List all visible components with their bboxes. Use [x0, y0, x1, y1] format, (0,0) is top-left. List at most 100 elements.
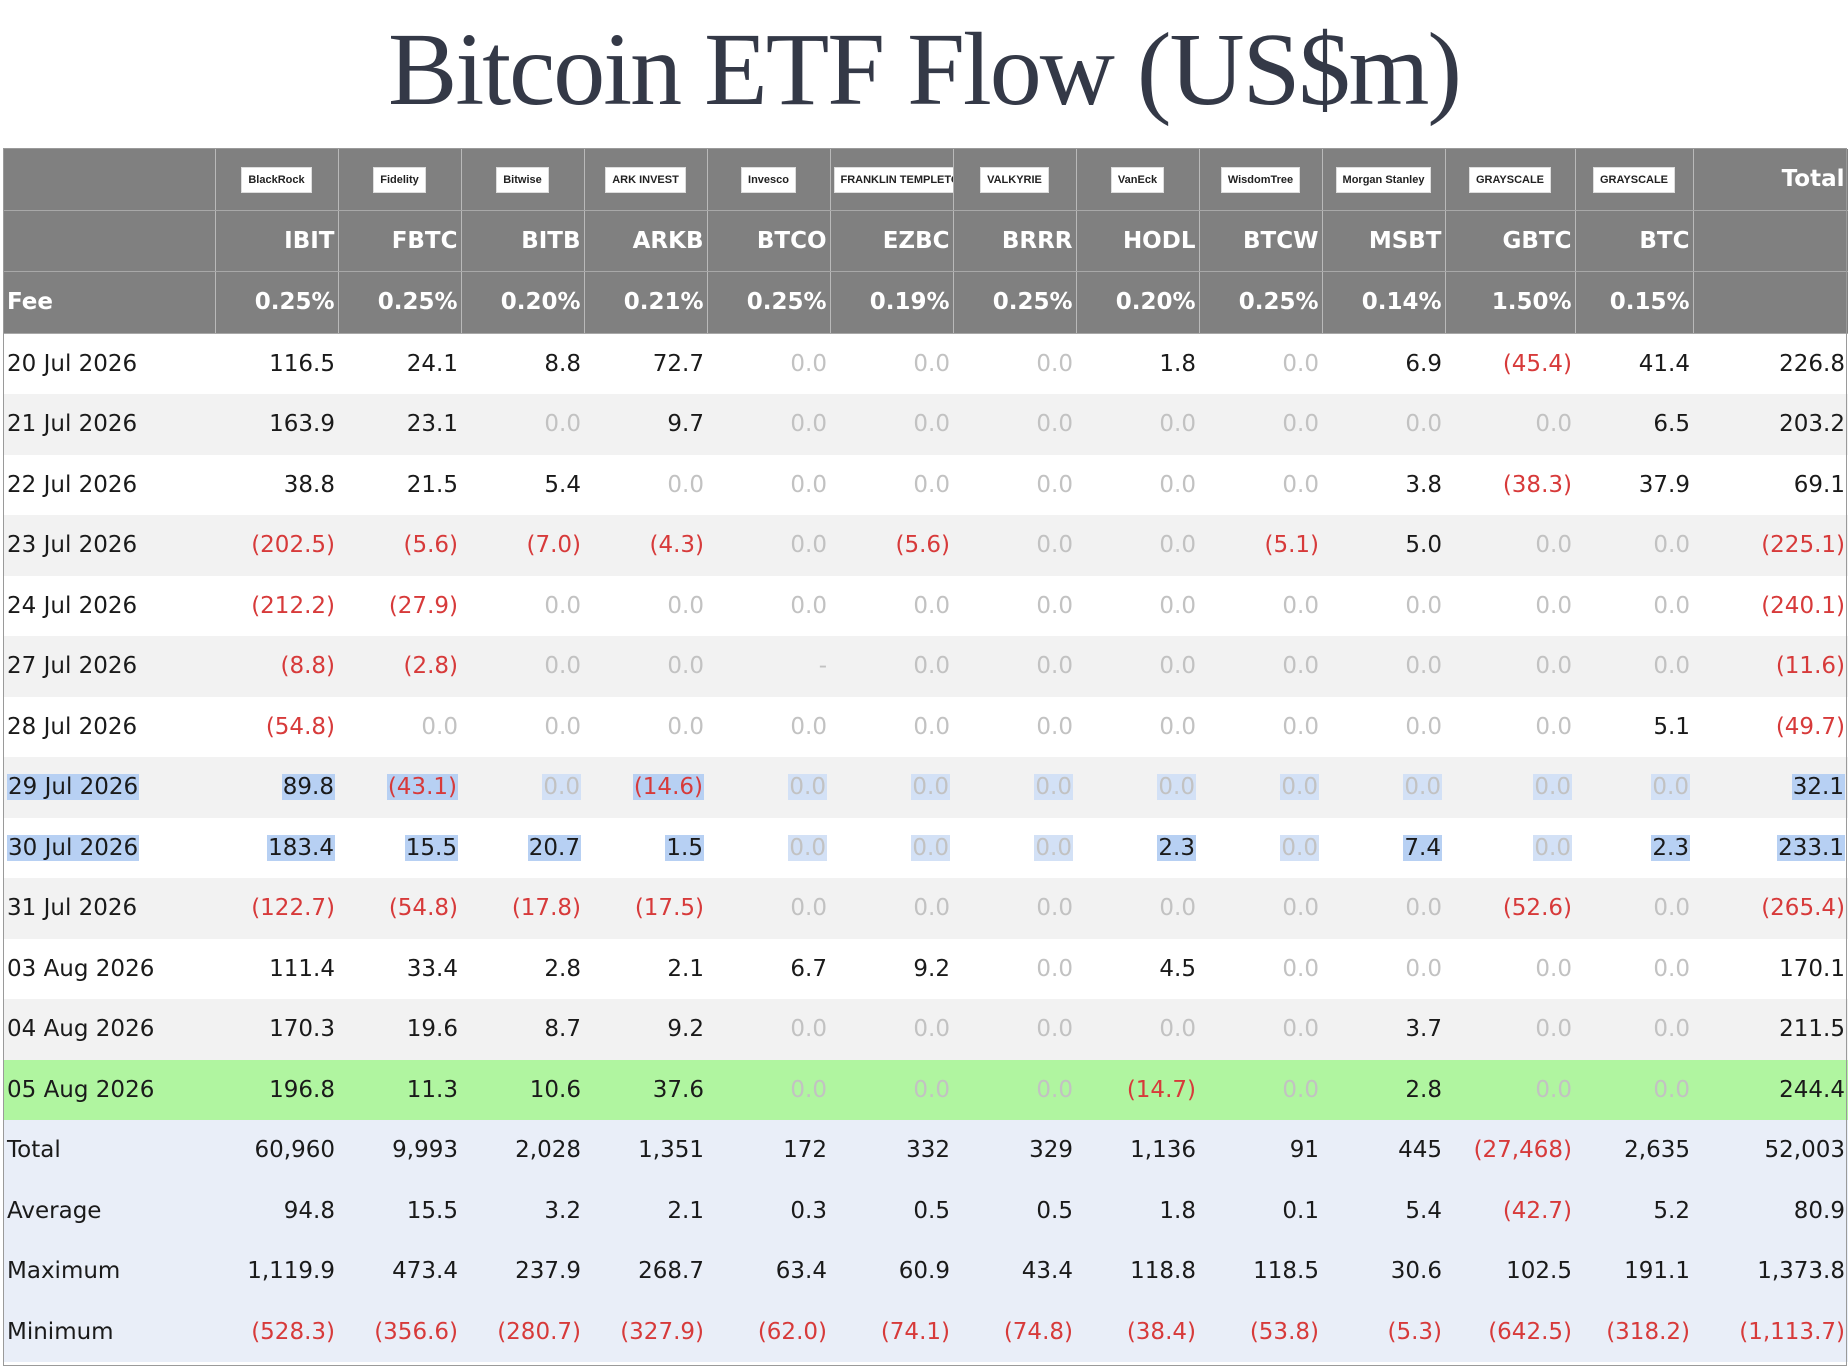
flow-cell[interactable]: 0.0 — [338, 696, 461, 757]
flow-cell[interactable]: (43.1) — [338, 757, 461, 818]
flow-cell[interactable]: 0.0 — [461, 696, 584, 757]
row-total-cell[interactable]: 244.4 — [1693, 1059, 1848, 1120]
flow-cell[interactable]: 0.0 — [1076, 636, 1199, 697]
flow-cell[interactable]: 0.0 — [830, 1059, 953, 1120]
flow-cell[interactable]: 19.6 — [338, 999, 461, 1060]
flow-cell[interactable]: 0.0 — [707, 1059, 830, 1120]
flow-cell[interactable]: 2.3 — [1076, 817, 1199, 878]
flow-cell[interactable]: 0.0 — [1575, 1059, 1693, 1120]
flow-cell[interactable]: 11.3 — [338, 1059, 461, 1120]
flow-cell[interactable]: 89.8 — [215, 757, 338, 818]
flow-cell[interactable]: (7.0) — [461, 515, 584, 576]
flow-cell[interactable]: 23.1 — [338, 394, 461, 455]
flow-cell[interactable]: 0.0 — [1199, 1059, 1322, 1120]
flow-cell[interactable]: 0.0 — [1076, 999, 1199, 1060]
flow-cell[interactable]: 1.5 — [584, 817, 707, 878]
row-total-cell[interactable]: 211.5 — [1693, 999, 1848, 1060]
flow-cell[interactable]: 0.0 — [1575, 575, 1693, 636]
flow-cell[interactable]: (5.6) — [830, 515, 953, 576]
flow-cell[interactable]: 9.7 — [584, 394, 707, 455]
flow-cell[interactable]: 8.7 — [461, 999, 584, 1060]
flow-cell[interactable]: 0.0 — [830, 817, 953, 878]
flow-cell[interactable]: 0.0 — [1076, 696, 1199, 757]
flow-cell[interactable]: 0.0 — [953, 817, 1076, 878]
flow-cell[interactable]: 0.0 — [830, 454, 953, 515]
flow-cell[interactable]: 183.4 — [215, 817, 338, 878]
row-total-cell[interactable]: (49.7) — [1693, 696, 1848, 757]
flow-cell[interactable]: 0.0 — [1076, 575, 1199, 636]
flow-cell[interactable]: (122.7) — [215, 878, 338, 939]
row-total-cell[interactable]: 233.1 — [1693, 817, 1848, 878]
flow-cell[interactable]: (54.8) — [215, 696, 338, 757]
flow-cell[interactable]: 0.0 — [1322, 878, 1445, 939]
flow-cell[interactable]: 0.0 — [584, 575, 707, 636]
flow-cell[interactable]: (17.5) — [584, 878, 707, 939]
flow-cell[interactable]: 0.0 — [1575, 878, 1693, 939]
flow-cell[interactable]: (8.8) — [215, 636, 338, 697]
flow-cell[interactable]: (4.3) — [584, 515, 707, 576]
flow-cell[interactable]: 9.2 — [584, 999, 707, 1060]
flow-cell[interactable]: 4.5 — [1076, 938, 1199, 999]
flow-cell[interactable]: 0.0 — [707, 575, 830, 636]
table-row[interactable]: 20 Jul 2026 116.5 24.1 8.8 72.7 0.0 0.0 0.0 1.8 0… — [4, 333, 1848, 394]
flow-cell[interactable]: (14.7) — [1076, 1059, 1199, 1120]
flow-cell[interactable]: 72.7 — [584, 333, 707, 394]
flow-cell[interactable]: 0.0 — [707, 696, 830, 757]
flow-cell[interactable]: 0.0 — [1322, 696, 1445, 757]
row-total-cell[interactable]: (265.4) — [1693, 878, 1848, 939]
flow-cell[interactable]: 0.0 — [1322, 575, 1445, 636]
flow-cell[interactable]: 37.9 — [1575, 454, 1693, 515]
row-total-cell[interactable]: (225.1) — [1693, 515, 1848, 576]
row-date-cell[interactable]: 05 Aug 2026 — [4, 1059, 215, 1120]
flow-cell[interactable]: 0.0 — [1575, 757, 1693, 818]
flow-cell[interactable]: (54.8) — [338, 878, 461, 939]
flow-cell[interactable]: 0.0 — [830, 333, 953, 394]
row-date-cell[interactable]: 03 Aug 2026 — [4, 938, 215, 999]
flow-cell[interactable]: 0.0 — [1445, 938, 1575, 999]
row-total-cell[interactable]: 69.1 — [1693, 454, 1848, 515]
flow-cell[interactable]: (38.3) — [1445, 454, 1575, 515]
flow-cell[interactable]: 2.1 — [584, 938, 707, 999]
flow-cell[interactable]: 0.0 — [1199, 757, 1322, 818]
table-row[interactable]: 22 Jul 2026 38.8 21.5 5.4 0.0 0.0 0.0 0.0 0.0 0.0… — [4, 454, 1848, 515]
flow-cell[interactable]: 0.0 — [953, 878, 1076, 939]
flow-cell[interactable]: 0.0 — [1199, 454, 1322, 515]
row-total-cell[interactable]: 170.1 — [1693, 938, 1848, 999]
flow-cell[interactable]: 1.8 — [1076, 333, 1199, 394]
table-row[interactable]: 31 Jul 2026 (122.7) (54.8) (17.8) (17.5) 0.0 0… — [4, 878, 1848, 939]
table-row[interactable]: 04 Aug 2026 170.3 19.6 8.7 9.2 0.0 0.0 0.0 0.0 0.… — [4, 999, 1848, 1060]
flow-cell[interactable]: 0.0 — [1575, 636, 1693, 697]
flow-cell[interactable]: (52.6) — [1445, 878, 1575, 939]
flow-cell[interactable]: 0.0 — [1199, 333, 1322, 394]
flow-cell[interactable]: 196.8 — [215, 1059, 338, 1120]
flow-cell[interactable]: 15.5 — [338, 817, 461, 878]
flow-cell[interactable]: 0.0 — [1445, 1059, 1575, 1120]
flow-cell[interactable]: 0.0 — [1199, 999, 1322, 1060]
row-date-cell[interactable]: 31 Jul 2026 — [4, 878, 215, 939]
flow-cell[interactable]: 0.0 — [707, 515, 830, 576]
table-row[interactable]: 28 Jul 2026 (54.8) 0.0 0.0 0.0 0.0 0.0 0.0 0.0 0.… — [4, 696, 1848, 757]
flow-cell[interactable]: 9.2 — [830, 938, 953, 999]
row-date-cell[interactable]: 20 Jul 2026 — [4, 333, 215, 394]
flow-cell[interactable]: 0.0 — [1322, 757, 1445, 818]
flow-cell[interactable]: 24.1 — [338, 333, 461, 394]
table-row[interactable]: 27 Jul 2026 (8.8) (2.8) 0.0 0.0 - 0.0 0.0 0.0 0.0… — [4, 636, 1848, 697]
flow-cell[interactable]: 0.0 — [1076, 454, 1199, 515]
flow-cell[interactable]: 163.9 — [215, 394, 338, 455]
row-total-cell[interactable]: 203.2 — [1693, 394, 1848, 455]
flow-cell[interactable]: 0.0 — [830, 696, 953, 757]
flow-cell[interactable]: (212.2) — [215, 575, 338, 636]
flow-cell[interactable]: (45.4) — [1445, 333, 1575, 394]
flow-cell[interactable]: 0.0 — [707, 394, 830, 455]
flow-cell[interactable]: 0.0 — [1076, 515, 1199, 576]
flow-cell[interactable]: 0.0 — [830, 878, 953, 939]
row-date-cell[interactable]: 24 Jul 2026 — [4, 575, 215, 636]
flow-cell[interactable]: - — [707, 636, 830, 697]
flow-cell[interactable]: 6.9 — [1322, 333, 1445, 394]
flow-cell[interactable]: 0.0 — [830, 394, 953, 455]
flow-cell[interactable]: 21.5 — [338, 454, 461, 515]
flow-cell[interactable]: (202.5) — [215, 515, 338, 576]
row-date-cell[interactable]: 04 Aug 2026 — [4, 999, 215, 1060]
flow-cell[interactable]: 0.0 — [953, 1059, 1076, 1120]
flow-cell[interactable]: (5.1) — [1199, 515, 1322, 576]
